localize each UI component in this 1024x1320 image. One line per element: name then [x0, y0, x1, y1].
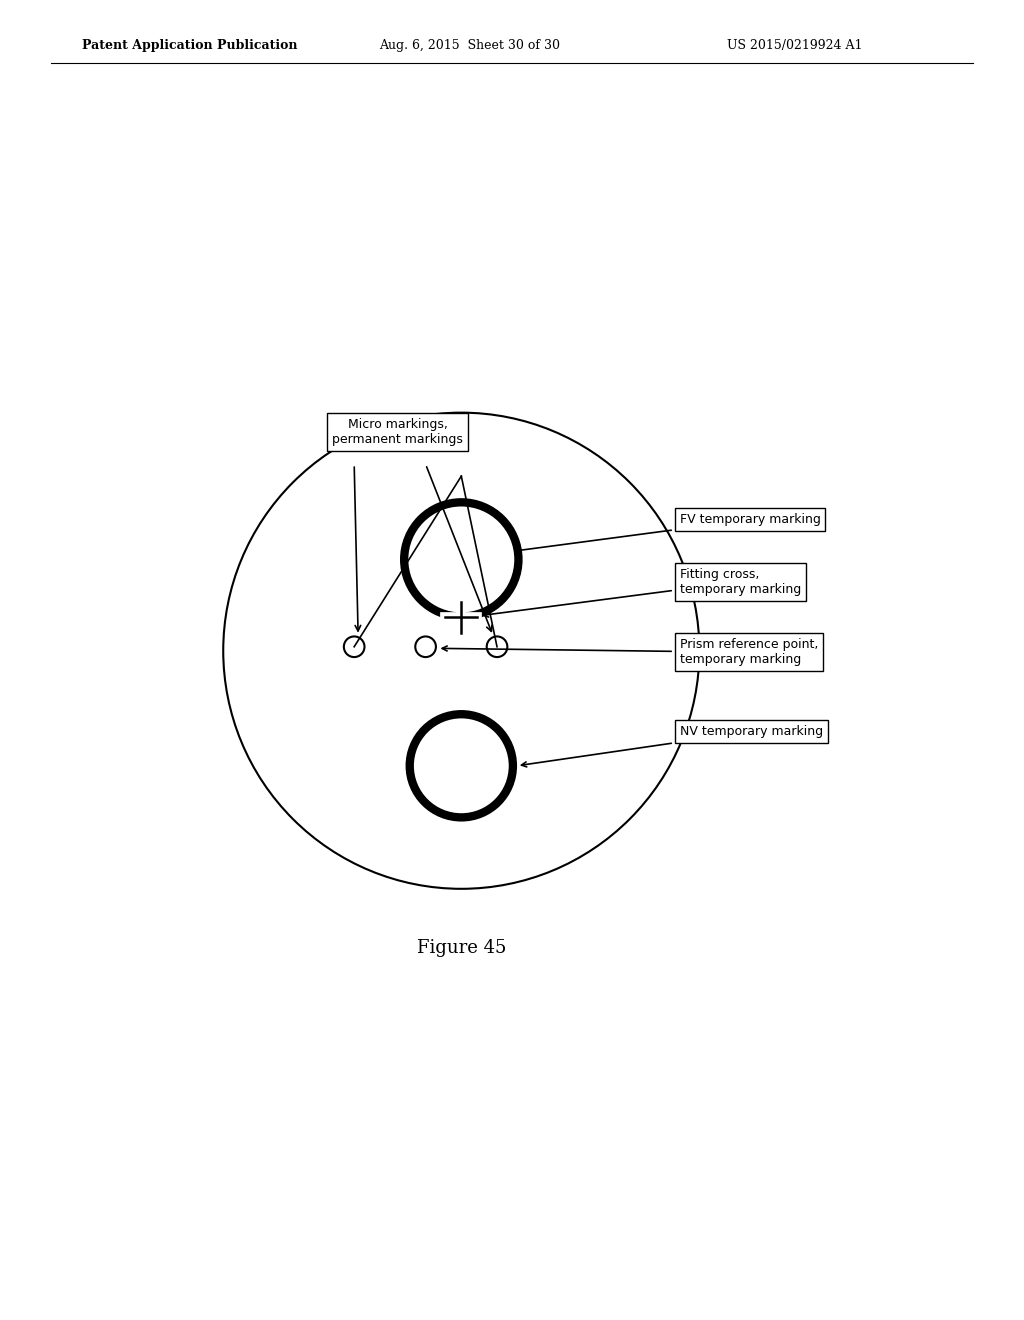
Circle shape — [416, 636, 436, 657]
Text: US 2015/0219924 A1: US 2015/0219924 A1 — [727, 38, 862, 51]
Text: Prism reference point,
temporary marking: Prism reference point, temporary marking — [442, 639, 818, 667]
Circle shape — [486, 636, 507, 657]
Text: Patent Application Publication: Patent Application Publication — [82, 38, 297, 51]
Text: Micro markings,
permanent markings: Micro markings, permanent markings — [333, 418, 463, 446]
Text: NV temporary marking: NV temporary marking — [521, 725, 822, 767]
Text: Figure 45: Figure 45 — [417, 940, 506, 957]
Text: Aug. 6, 2015  Sheet 30 of 30: Aug. 6, 2015 Sheet 30 of 30 — [379, 38, 560, 51]
Circle shape — [344, 636, 365, 657]
Text: FV temporary marking: FV temporary marking — [515, 513, 820, 553]
Text: Fitting cross,
temporary marking: Fitting cross, temporary marking — [483, 568, 801, 616]
